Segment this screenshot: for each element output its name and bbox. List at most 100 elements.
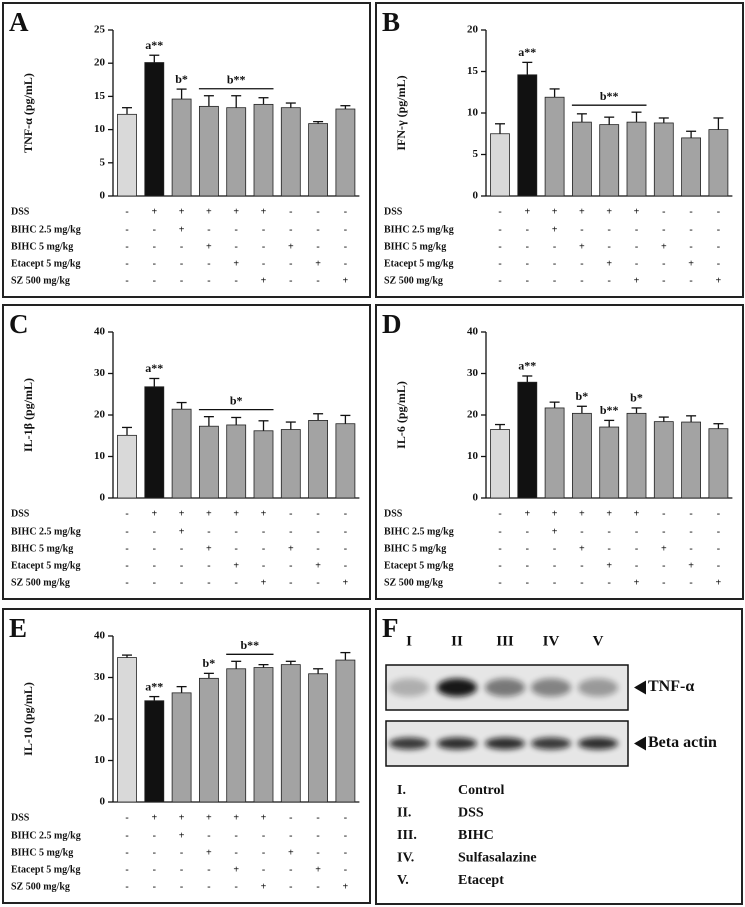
treatment-sign: +	[606, 508, 612, 519]
treatment-sign: -	[180, 543, 183, 554]
treatment-sign: +	[179, 508, 185, 519]
bar	[144, 386, 165, 499]
treatment-sign: -	[316, 881, 319, 892]
significance-label: a**	[145, 679, 163, 693]
treatment-sign: -	[153, 830, 156, 841]
treatment-sign: -	[498, 560, 501, 571]
treatment-sign: +	[524, 508, 530, 519]
y-tick-label: 10	[94, 123, 106, 135]
blot-band	[578, 737, 618, 750]
treatment-sign: -	[180, 881, 183, 892]
treatment-sign: -	[180, 241, 183, 252]
treatment-sign: -	[344, 560, 347, 571]
treatment-sign: +	[233, 258, 239, 269]
treatment-sign: +	[288, 543, 294, 554]
y-tick-label: 30	[94, 367, 106, 379]
treatment-label: BIHC 2.5 mg/kg	[384, 526, 454, 537]
lane-label: V	[593, 633, 604, 649]
treatment-sign: +	[579, 508, 585, 519]
treatment-sign: -	[344, 206, 347, 217]
treatment-sign: -	[689, 526, 692, 537]
treatment-sign: +	[179, 812, 185, 823]
treatment-sign: -	[526, 241, 529, 252]
y-tick-label: 10	[467, 450, 479, 462]
treatment-sign: -	[717, 508, 720, 519]
significance-label: a**	[145, 38, 163, 52]
y-tick-label: 20	[467, 24, 479, 36]
treatment-sign: -	[235, 526, 238, 537]
bar	[681, 421, 702, 499]
significance-label: b*	[630, 391, 643, 405]
blot-band	[389, 737, 429, 750]
y-axis-label: TNF-α (pg/mL)	[21, 73, 35, 153]
treatment-sign: +	[552, 526, 558, 537]
legend-label: Etacept	[458, 873, 504, 888]
significance-label: b**	[241, 638, 260, 652]
blot-band	[389, 678, 429, 697]
treatment-sign: -	[153, 224, 156, 235]
treatment-sign: +	[579, 206, 585, 217]
treatment-sign: -	[498, 258, 501, 269]
treatment-sign: +	[206, 206, 212, 217]
bar	[335, 108, 356, 197]
treatment-sign: -	[180, 847, 183, 858]
treatment-label: BIHC 5 mg/kg	[11, 241, 73, 252]
bar	[599, 124, 620, 197]
treatment-sign: -	[580, 526, 583, 537]
bar	[117, 113, 137, 197]
bar	[517, 381, 538, 499]
treatment-sign: -	[635, 224, 638, 235]
treatment-sign: +	[288, 847, 294, 858]
blot-band	[437, 737, 477, 750]
y-tick-label: 40	[94, 630, 106, 642]
treatment-sign: +	[261, 577, 267, 588]
treatment-sign: +	[315, 560, 321, 571]
treatment-sign: -	[262, 560, 265, 571]
treatment-sign: -	[344, 543, 347, 554]
treatment-sign: -	[289, 864, 292, 875]
bar	[144, 62, 165, 197]
treatment-sign: -	[553, 543, 556, 554]
treatment-sign: -	[553, 560, 556, 571]
treatment-sign: +	[261, 206, 267, 217]
panel-letter: C	[9, 309, 29, 339]
treatment-sign: -	[180, 275, 183, 286]
treatment-sign: +	[579, 543, 585, 554]
treatment-label: Etacept 5 mg/kg	[384, 560, 453, 571]
panel-letter: D	[382, 309, 402, 339]
legend-numeral: V.	[397, 873, 409, 888]
treatment-sign: -	[717, 526, 720, 537]
treatment-sign: -	[262, 258, 265, 269]
treatment-sign: -	[125, 830, 128, 841]
bar	[117, 434, 137, 499]
bar	[335, 423, 356, 499]
bar	[253, 667, 274, 803]
bar	[117, 657, 137, 803]
bar	[308, 673, 329, 803]
treatment-sign: +	[261, 881, 267, 892]
panel: C 0 10 20 30 40 IL-1β (pg/mL) a** b* DSS - + + + + + - - -…	[2, 304, 371, 600]
treatment-sign: -	[498, 577, 501, 588]
treatment-sign: -	[153, 577, 156, 588]
y-tick-label: 20	[94, 57, 106, 69]
panel-frame	[2, 608, 371, 904]
treatment-sign: -	[289, 275, 292, 286]
treatment-sign: -	[717, 543, 720, 554]
treatment-sign: -	[717, 258, 720, 269]
bar	[226, 668, 247, 803]
treatment-sign: -	[125, 847, 128, 858]
treatment-sign: -	[498, 508, 501, 519]
treatment-sign: -	[344, 508, 347, 519]
y-tick-label: 10	[467, 107, 479, 119]
treatment-label: BIHC 5 mg/kg	[11, 847, 73, 858]
treatment-sign: -	[262, 526, 265, 537]
treatment-sign: -	[235, 543, 238, 554]
treatment-sign: -	[180, 258, 183, 269]
treatment-sign: -	[717, 206, 720, 217]
treatment-sign: -	[526, 258, 529, 269]
panel-frame	[375, 2, 744, 298]
treatment-sign: -	[608, 241, 611, 252]
treatment-sign: -	[316, 526, 319, 537]
treatment-label: BIHC 2.5 mg/kg	[11, 224, 81, 235]
band-label: TNF-α	[648, 678, 694, 695]
